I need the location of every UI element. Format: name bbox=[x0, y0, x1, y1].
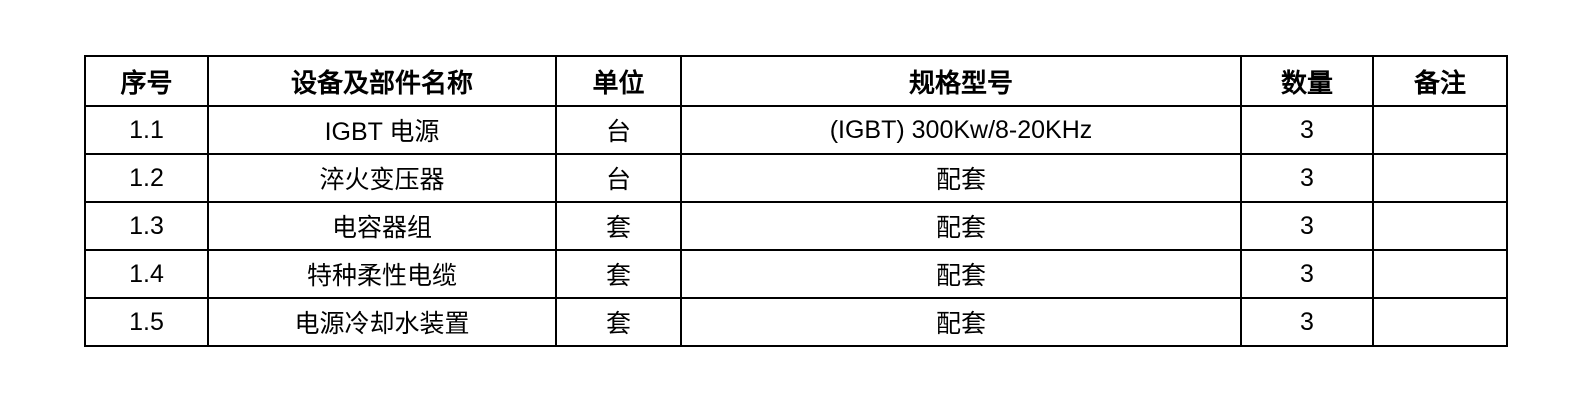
table-body: 1.1 IGBT 电源 台 (IGBT) 300Kw/8-20KHz 3 1.2… bbox=[84, 105, 1508, 347]
cell-qty: 3 bbox=[1240, 201, 1374, 251]
cell-index: 1.4 bbox=[84, 249, 209, 299]
column-header-qty: 数量 bbox=[1240, 55, 1374, 107]
cell-name: 电源冷却水装置 bbox=[207, 297, 557, 347]
table-row: 1.1 IGBT 电源 台 (IGBT) 300Kw/8-20KHz 3 bbox=[84, 105, 1508, 155]
cell-unit: 台 bbox=[555, 105, 682, 155]
cell-name: 淬火变压器 bbox=[207, 153, 557, 203]
cell-spec: 配套 bbox=[680, 249, 1242, 299]
column-header-index: 序号 bbox=[84, 55, 209, 107]
cell-name: IGBT 电源 bbox=[207, 105, 557, 155]
cell-remark bbox=[1372, 201, 1508, 251]
cell-unit: 套 bbox=[555, 297, 682, 347]
cell-qty: 3 bbox=[1240, 297, 1374, 347]
cell-remark bbox=[1372, 249, 1508, 299]
cell-spec: (IGBT) 300Kw/8-20KHz bbox=[680, 105, 1242, 155]
table-row: 1.4 特种柔性电缆 套 配套 3 bbox=[84, 249, 1508, 299]
column-header-remark: 备注 bbox=[1372, 55, 1508, 107]
equipment-list-table: 序号 设备及部件名称 单位 规格型号 数量 备注 1.1 IGBT 电源 台 (… bbox=[84, 55, 1508, 347]
column-header-spec: 规格型号 bbox=[680, 55, 1242, 107]
cell-unit: 台 bbox=[555, 153, 682, 203]
cell-index: 1.3 bbox=[84, 201, 209, 251]
cell-remark bbox=[1372, 153, 1508, 203]
column-header-unit: 单位 bbox=[555, 55, 682, 107]
cell-name: 特种柔性电缆 bbox=[207, 249, 557, 299]
cell-unit: 套 bbox=[555, 201, 682, 251]
table-row: 1.3 电容器组 套 配套 3 bbox=[84, 201, 1508, 251]
cell-spec: 配套 bbox=[680, 297, 1242, 347]
cell-remark bbox=[1372, 297, 1508, 347]
cell-index: 1.5 bbox=[84, 297, 209, 347]
table-header: 序号 设备及部件名称 单位 规格型号 数量 备注 bbox=[84, 55, 1508, 107]
table-row: 1.5 电源冷却水装置 套 配套 3 bbox=[84, 297, 1508, 347]
cell-index: 1.2 bbox=[84, 153, 209, 203]
cell-spec: 配套 bbox=[680, 153, 1242, 203]
table-row: 1.2 淬火变压器 台 配套 3 bbox=[84, 153, 1508, 203]
cell-unit: 套 bbox=[555, 249, 682, 299]
cell-name: 电容器组 bbox=[207, 201, 557, 251]
cell-index: 1.1 bbox=[84, 105, 209, 155]
cell-spec: 配套 bbox=[680, 201, 1242, 251]
header-row: 序号 设备及部件名称 单位 规格型号 数量 备注 bbox=[84, 55, 1508, 107]
cell-qty: 3 bbox=[1240, 153, 1374, 203]
cell-remark bbox=[1372, 105, 1508, 155]
cell-qty: 3 bbox=[1240, 249, 1374, 299]
cell-qty: 3 bbox=[1240, 105, 1374, 155]
column-header-name: 设备及部件名称 bbox=[207, 55, 557, 107]
